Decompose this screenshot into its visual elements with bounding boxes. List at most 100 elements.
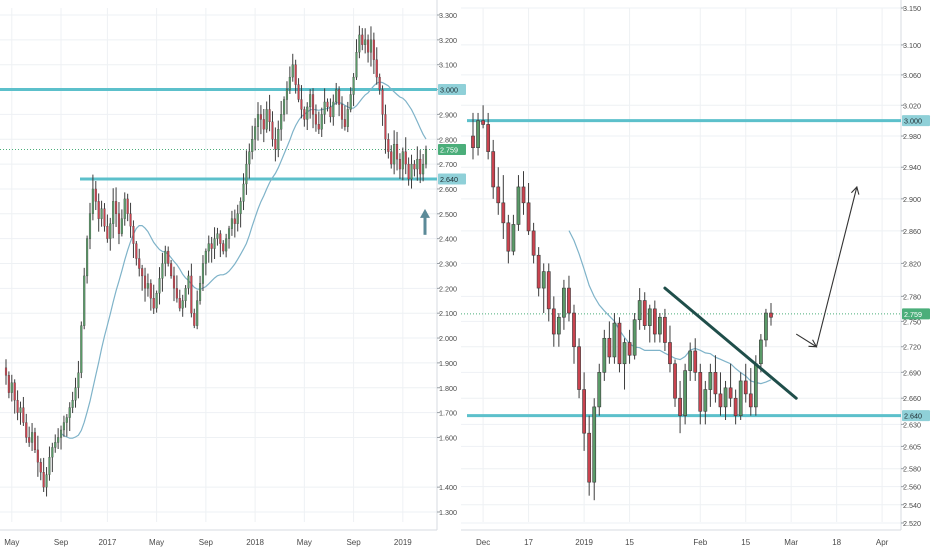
level-tag-label: 2.640 [904,412,922,421]
x-tick-label: 15 [741,538,750,547]
y-tick-label: 3.200 [439,36,457,45]
candle-body [693,350,698,373]
candle-body [297,84,300,100]
candle-body [521,186,526,204]
candle-body [375,59,378,78]
y-tick-label: 2.900 [903,195,921,204]
candle-body [51,447,54,458]
y-tick-label: 2.940 [903,163,921,172]
candle-body [378,76,381,90]
y-tick-label: 2.660 [903,394,921,403]
candle-body [367,39,370,53]
y-tick-label: 2.300 [439,260,457,269]
candle-body [713,372,718,395]
candle-body [668,342,672,365]
y-tick-label: 1.700 [439,409,457,418]
candle-body [723,387,728,408]
candle-body [268,109,271,123]
y-tick-label: 2.520 [903,519,921,528]
candle-body [369,39,373,53]
candle-body [236,213,239,224]
candle-body [65,417,68,423]
y-tick-label: 2.100 [439,309,457,318]
candle-body [126,198,129,214]
candle-body [346,109,349,127]
candle-body [62,422,65,431]
candle-body [170,263,173,277]
candle-body [57,437,60,443]
candle-body [16,400,19,413]
x-tick-label: Apr [876,538,889,547]
candle-body [416,158,419,170]
level-tag [438,173,466,185]
y-tick-label: 2.860 [903,227,921,236]
candle-body [184,288,187,301]
candle-body [222,243,225,252]
candle-body [115,201,118,214]
candle-body [733,397,738,416]
candle-body [265,109,268,130]
y-tick-label: 2.800 [439,135,457,144]
y-tick-label: 2.690 [903,368,921,377]
x-tick-label: 15 [625,538,634,547]
candle-body [622,342,627,365]
candle-body [80,325,83,373]
candle-body [233,218,236,224]
candle-body [167,250,170,264]
y-tick-label: 3.020 [903,101,921,110]
candle-body [358,34,361,53]
candle-body [123,198,126,219]
y-tick-label: 3.150 [903,4,921,13]
candle-body [71,400,74,408]
trendline [663,286,798,400]
x-tick-label: Dec [476,538,490,547]
candle-body [254,126,257,140]
candle-body [7,375,10,393]
candle-body [410,163,413,180]
candle-body [546,271,551,310]
candle-body [25,422,28,438]
candle-body [617,322,622,365]
y-tick-label: 2.000 [439,334,457,343]
candle-body [31,432,34,443]
candle-body [135,243,138,259]
x-tick-label: Feb [693,538,707,547]
y-tick-label: 2.500 [439,210,457,219]
candle-body [562,287,566,318]
candle-body [207,243,210,252]
candle-body [748,393,753,408]
candle-body [141,268,144,277]
candle-body [688,350,693,371]
projection-arrowhead-down [808,339,818,348]
y-tick-label: 2.720 [903,343,921,352]
candle-body [404,151,407,165]
y-tick-label: 2.400 [439,235,457,244]
y-tick-label: 1.900 [439,359,457,368]
candle-body [172,275,176,289]
candle-body [332,101,335,118]
x-tick-label: 18 [832,538,841,547]
candle-body [201,263,205,284]
candle-body [86,238,89,277]
candle-body [10,382,13,393]
candle-body [288,76,291,90]
candle-body [536,254,541,289]
x-tick-label: Sep [199,538,214,547]
y-tick-label: 3.100 [439,61,457,70]
candle-body [678,397,682,416]
candle-body [496,186,501,204]
candle-body [91,188,94,214]
candle-body [582,389,586,434]
candle-body [309,94,312,108]
candle-body [48,457,51,475]
y-tick-label: 2.780 [903,292,921,301]
candle-body [340,104,344,120]
candle-body [274,139,277,150]
candle-body [106,226,109,239]
candle-body [652,308,657,335]
candle-body [28,437,31,443]
moving-average-line [60,81,427,439]
candle-body [161,263,164,279]
candle-body [146,283,149,289]
candle-body [285,89,289,100]
